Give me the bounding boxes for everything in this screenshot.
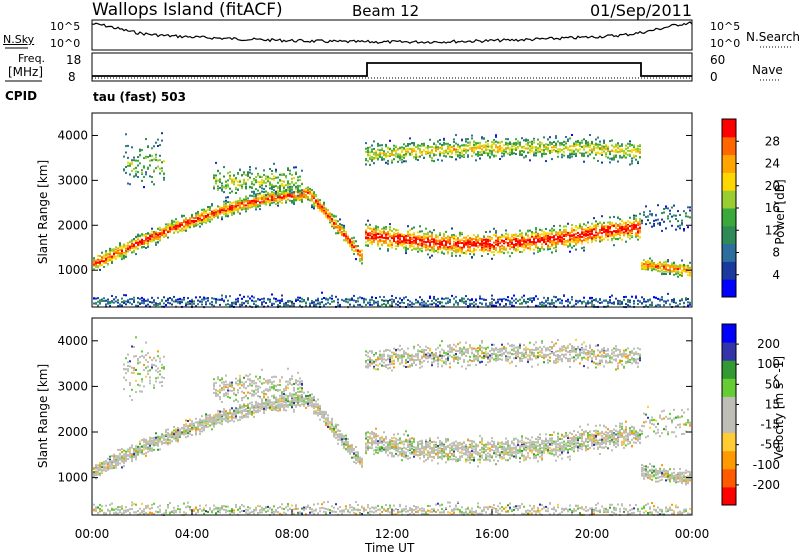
power-colorbar-tick-label-1: 8 <box>772 246 780 260</box>
velocity-frame <box>92 318 692 515</box>
velocity-colorbar-tick-label-4: -15 <box>760 418 780 432</box>
velocity-colorbar-cell-9 <box>722 324 736 343</box>
power-colorbar-cell-2 <box>722 244 736 262</box>
velocity-ytick-label-0: 1000 <box>57 471 88 485</box>
noise-trace <box>92 22 692 43</box>
velocity-colorbar-cell-0 <box>722 487 736 506</box>
velocity-ytick-label-1: 2000 <box>57 425 88 439</box>
velocity-colorbar-tick-label-3: 15 <box>765 397 780 411</box>
velocity-colorbar-cell-7 <box>722 360 736 379</box>
xtick-label-6: 00:00 <box>675 527 710 541</box>
power-colorbar-tick-label-5: 24 <box>765 157 780 171</box>
power-colorbar-cell-5 <box>722 190 736 208</box>
power-colorbar-cell-1 <box>722 261 736 279</box>
power-colorbar-cell-9 <box>722 119 736 137</box>
velocity-colorbar-tick-label-6: -100 <box>753 458 780 472</box>
power-ytick-label-2: 3000 <box>57 173 88 187</box>
velocity-colorbar-cell-6 <box>722 378 736 397</box>
power-colorbar-cell-4 <box>722 208 736 226</box>
power-colorbar-cell-7 <box>722 155 736 173</box>
power-ytick-label-0: 1000 <box>57 263 88 277</box>
power-colorbar-tick-label-0: 4 <box>772 268 780 282</box>
power-ytick-label-3: 4000 <box>57 128 88 142</box>
xtick-label-3: 12:00 <box>375 527 410 541</box>
velocity-colorbar-tick-label-2: 50 <box>765 377 780 391</box>
velocity-colorbar-cell-5 <box>722 396 736 415</box>
velocity-colorbar-cell-4 <box>722 415 736 434</box>
velocity-colorbar-tick-label-0: 200 <box>757 337 780 351</box>
velocity-ytick-label-3: 4000 <box>57 334 88 348</box>
xtick-label-0: 00:00 <box>75 527 110 541</box>
freq-trace <box>92 63 692 76</box>
power-colorbar-tick-label-4: 20 <box>765 179 780 193</box>
power-ytick-label-1: 2000 <box>57 218 88 232</box>
velocity-scatter <box>93 336 691 516</box>
xtick-label-2: 08:00 <box>275 527 310 541</box>
nsky-frame <box>92 20 692 50</box>
power-colorbar-tick-label-3: 16 <box>765 201 780 215</box>
power-colorbar-tick-label-2: 12 <box>765 223 780 237</box>
velocity-colorbar-tick-label-5: -50 <box>760 438 780 452</box>
power-colorbar-cell-8 <box>722 137 736 155</box>
power-colorbar-cell-3 <box>722 226 736 244</box>
power-scatter <box>93 132 691 308</box>
velocity-colorbar-tick-label-1: 100 <box>757 357 780 371</box>
power-colorbar-tick-label-6: 28 <box>765 134 780 148</box>
velocity-ytick-label-2: 3000 <box>57 379 88 393</box>
velocity-colorbar-cell-2 <box>722 451 736 470</box>
power-colorbar-cell-0 <box>722 279 736 297</box>
velocity-colorbar-cell-3 <box>722 433 736 452</box>
xtick-label-1: 04:00 <box>175 527 210 541</box>
velocity-colorbar-tick-label-7: -200 <box>753 478 780 492</box>
velocity-colorbar-cell-8 <box>722 342 736 361</box>
power-frame <box>92 113 692 307</box>
xtick-label-4: 16:00 <box>475 527 510 541</box>
power-colorbar-cell-6 <box>722 172 736 190</box>
velocity-colorbar-cell-1 <box>722 469 736 488</box>
xtick-label-5: 20:00 <box>575 527 610 541</box>
